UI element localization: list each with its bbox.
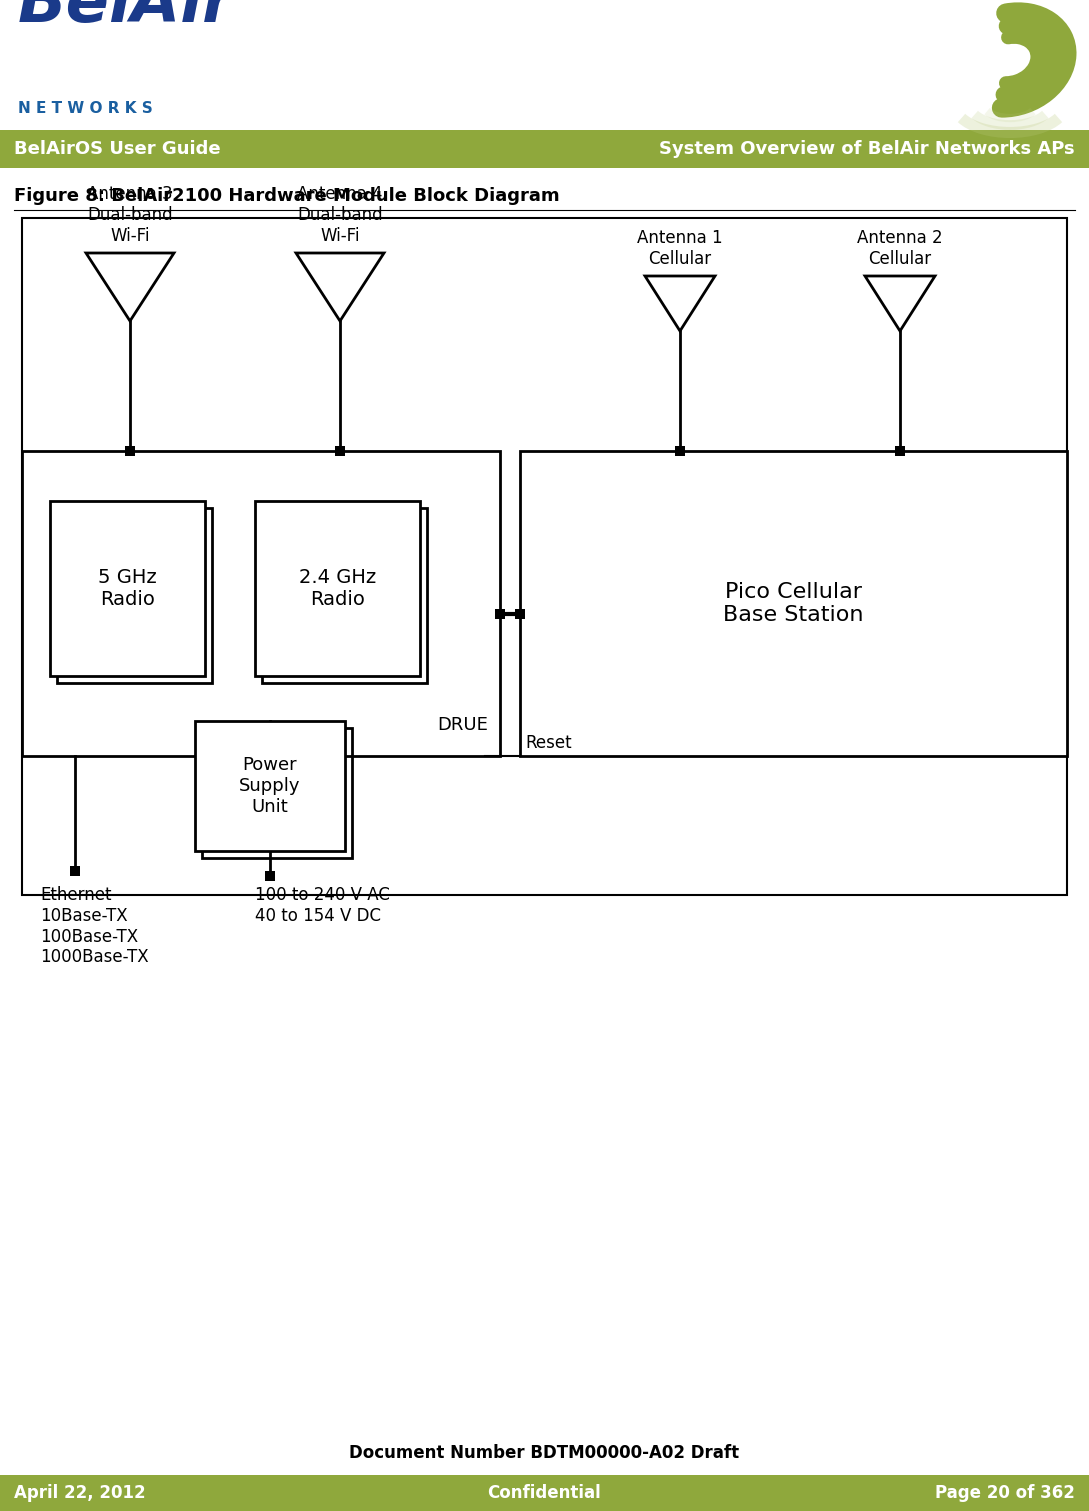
Bar — [0, 0, 1089, 130]
Text: Antenna 1
Cellular: Antenna 1 Cellular — [637, 230, 723, 267]
Polygon shape — [86, 252, 174, 320]
Bar — [0, 130, 1089, 168]
Bar — [262, 508, 427, 683]
Bar — [22, 450, 500, 756]
Text: 2.4 GHz
Radio: 2.4 GHz Radio — [298, 568, 376, 609]
Text: Figure 8: BelAir2100 Hardware Module Block Diagram: Figure 8: BelAir2100 Hardware Module Blo… — [14, 187, 560, 205]
Bar — [195, 721, 345, 851]
Text: Page 20 of 362: Page 20 of 362 — [935, 1484, 1075, 1502]
Text: N E T W O R K S: N E T W O R K S — [19, 101, 152, 116]
Polygon shape — [865, 277, 935, 331]
Text: DRUE: DRUE — [437, 716, 488, 734]
Bar — [265, 870, 276, 881]
Text: Ethernet
10Base-TX
100Base-TX
1000Base-TX: Ethernet 10Base-TX 100Base-TX 1000Base-T… — [40, 885, 148, 967]
Text: Pico Cellular
Base Station: Pico Cellular Base Station — [723, 582, 864, 626]
Polygon shape — [645, 277, 715, 331]
Text: Reset: Reset — [525, 734, 572, 752]
Bar — [495, 609, 505, 618]
Bar — [335, 446, 345, 456]
Bar — [515, 609, 525, 618]
Bar — [895, 446, 905, 456]
Text: Antenna 4
Dual-band
Wi-Fi: Antenna 4 Dual-band Wi-Fi — [297, 186, 383, 245]
Bar — [521, 450, 1067, 756]
Text: BelAirOS User Guide: BelAirOS User Guide — [14, 141, 221, 159]
Bar — [50, 502, 205, 675]
Bar — [675, 446, 685, 456]
Polygon shape — [296, 252, 384, 320]
Bar — [201, 728, 352, 858]
Text: Antenna 3
Dual-band
Wi-Fi: Antenna 3 Dual-band Wi-Fi — [87, 186, 173, 245]
Bar — [57, 508, 212, 683]
Bar — [22, 218, 1067, 895]
Bar — [0, 1475, 1089, 1511]
Text: Antenna 2
Cellular: Antenna 2 Cellular — [857, 230, 943, 267]
Text: Confidential: Confidential — [487, 1484, 601, 1502]
Text: April 22, 2012: April 22, 2012 — [14, 1484, 146, 1502]
Text: BelAir: BelAir — [19, 0, 234, 35]
Text: Power
Supply
Unit: Power Supply Unit — [240, 756, 301, 816]
Text: 5 GHz
Radio: 5 GHz Radio — [98, 568, 157, 609]
Bar — [70, 866, 79, 876]
Bar — [255, 502, 420, 675]
Text: Document Number BDTM00000-A02 Draft: Document Number BDTM00000-A02 Draft — [348, 1445, 739, 1463]
Text: 100 to 240 V AC
40 to 154 V DC: 100 to 240 V AC 40 to 154 V DC — [255, 885, 390, 925]
Text: System Overview of BelAir Networks APs: System Overview of BelAir Networks APs — [659, 141, 1075, 159]
Bar — [125, 446, 135, 456]
